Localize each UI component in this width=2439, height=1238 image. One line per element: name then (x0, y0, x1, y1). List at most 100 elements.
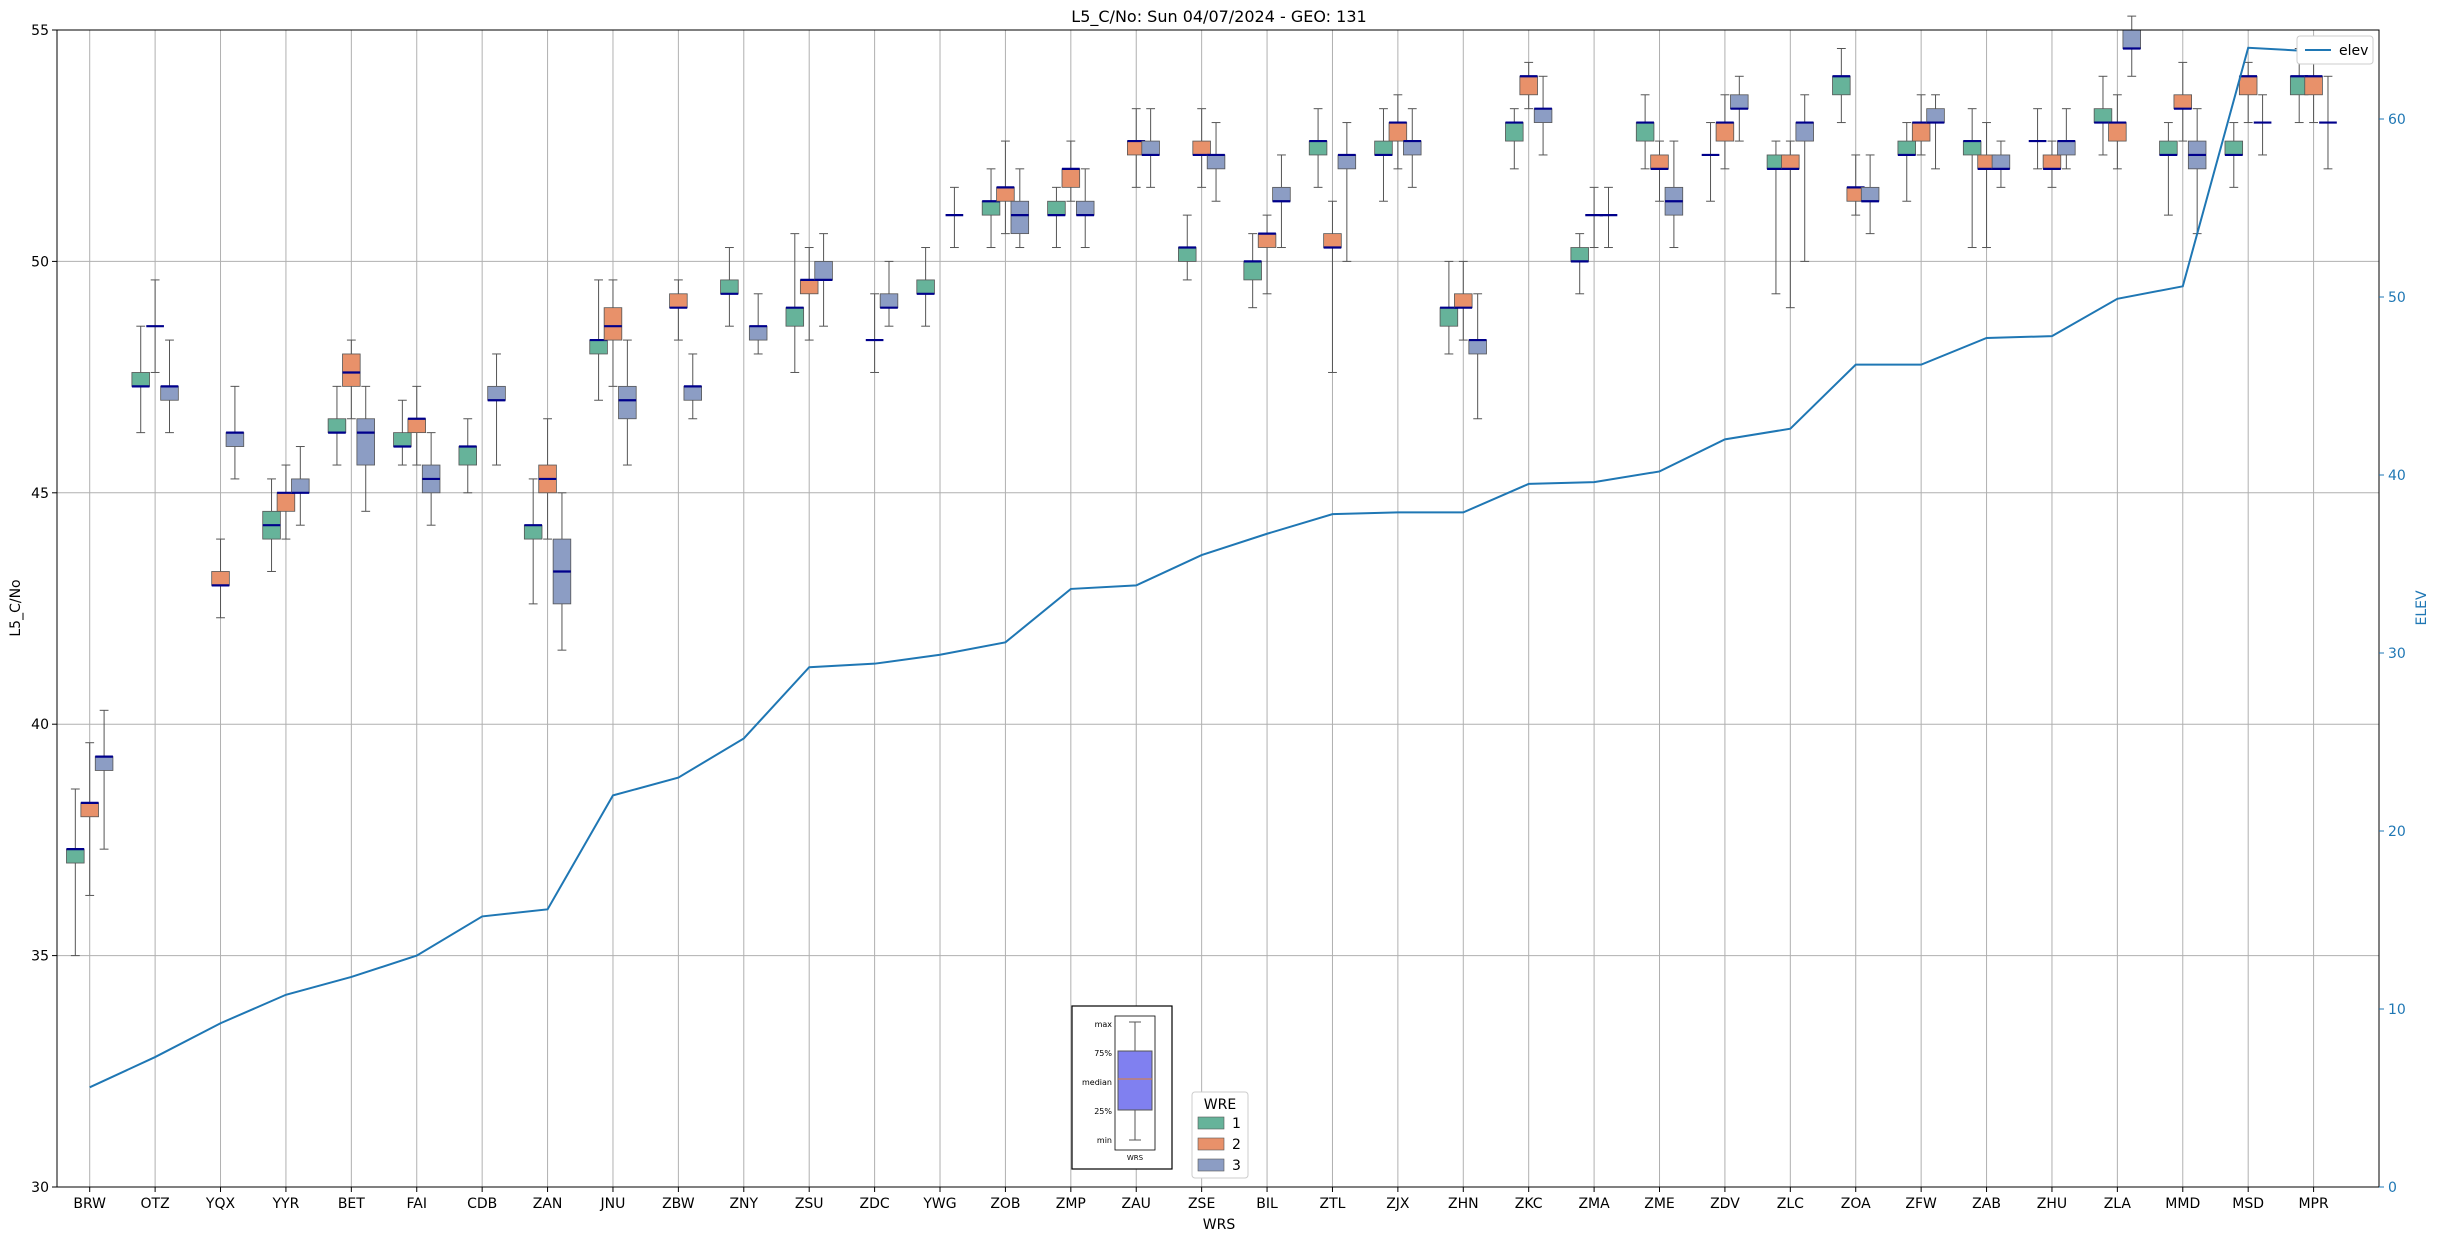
box-key-inset: max 75% median 25% min WRS (1071, 1005, 1173, 1170)
box-3-ZDV (1730, 75, 1749, 142)
x-tick-label: ZNY (729, 1196, 758, 1212)
y2-axis-label: ELEV (2414, 590, 2430, 625)
box-1-ZJX (1374, 108, 1393, 202)
box-iqr (1897, 140, 1916, 156)
box-iqr (996, 186, 1015, 202)
box-3-ZLC (1795, 94, 1814, 262)
box-1-ZAN (523, 478, 543, 605)
box-2-JNU (603, 279, 623, 387)
x-tick-label: ZTL (1319, 1196, 1345, 1212)
box-3-ZHU (2057, 108, 2076, 170)
box-iqr (1635, 122, 1655, 142)
box-1-ZMP (1047, 186, 1066, 249)
x-tick-label: YQX (205, 1196, 236, 1212)
box-3-ZSE (1206, 122, 1226, 202)
box-iqr (720, 279, 739, 295)
legend-title: WRE (1204, 1097, 1236, 1113)
box-2-ZHU (2042, 140, 2062, 188)
box-iqr (2238, 75, 2258, 96)
box-1-BIL (1243, 233, 1262, 309)
legend-swatch-3 (1197, 1158, 1225, 1172)
y2-tick-label: 60 (2388, 112, 2406, 128)
box-iqr (683, 385, 703, 401)
box-iqr (1730, 94, 1749, 110)
box-iqr (1570, 247, 1589, 262)
box-iqr (1650, 154, 1669, 170)
x-tick-label: ZFW (1905, 1196, 1937, 1212)
box-iqr (458, 446, 477, 466)
box-1-ZOB (981, 168, 1001, 249)
box-2-ZAU (1127, 108, 1146, 188)
box-2-FAI (407, 385, 426, 466)
box-iqr (1061, 168, 1081, 188)
box-iqr (342, 353, 361, 387)
box-iqr (1388, 122, 1408, 142)
box-iqr (799, 279, 819, 295)
inset-key-label: max (1095, 1020, 1113, 1029)
box-iqr (131, 372, 150, 387)
y-tick-label: 40 (31, 717, 49, 733)
box-iqr (2108, 122, 2127, 142)
box-3-JNU (618, 339, 637, 466)
x-tick-label: ZHU (2037, 1196, 2067, 1212)
box-3-ZOA (1860, 154, 1880, 235)
x-tick-label: ZMP (1056, 1196, 1086, 1212)
y-tick-label: 50 (31, 254, 49, 270)
box-2-ZBW (669, 279, 688, 341)
x-tick-label: CDB (467, 1196, 497, 1212)
box-iqr (669, 293, 688, 309)
box-iqr (1337, 154, 1357, 170)
box-iqr (2042, 154, 2062, 170)
box-iqr (276, 492, 296, 512)
plot-frame (56, 29, 2380, 1188)
box-iqr (589, 339, 608, 355)
box-3-ZBW (683, 353, 703, 420)
box-iqr (981, 200, 1001, 216)
box-3-BIL (1272, 154, 1291, 249)
box-1-OTZ (131, 325, 150, 434)
inset-key-label: median (1082, 1078, 1112, 1087)
box-iqr (1860, 186, 1880, 202)
box-iqr (2093, 108, 2113, 123)
box-3-ZSU (814, 233, 833, 327)
box-2-ZSU (799, 247, 819, 341)
inset-key-label: 75% (1094, 1049, 1112, 1058)
y-tick-label: 30 (31, 1180, 49, 1196)
box-iqr (2224, 140, 2244, 156)
legend-label-1: 1 (1232, 1116, 1241, 1132)
box-iqr (2173, 94, 2193, 110)
box-3-ZJX (1403, 108, 1422, 188)
box-iqr (1010, 200, 1030, 235)
box-iqr (1468, 339, 1487, 355)
x-tick-label: ZOA (1841, 1196, 1871, 1212)
x-tick-label: MMD (2165, 1196, 2200, 1212)
box-iqr (1454, 293, 1473, 309)
legend-frame (1191, 1091, 1249, 1179)
box-3-ZME (1664, 140, 1684, 249)
box-1-YWG (916, 247, 935, 327)
box-1-MMD (2159, 122, 2178, 216)
box-3-ZLA (2122, 15, 2141, 77)
box-1-MSD (2224, 122, 2244, 188)
box-1-BRW (66, 788, 85, 957)
box-iqr (1047, 200, 1066, 216)
box-iqr (879, 293, 899, 309)
box-1-FAI (393, 399, 412, 466)
box-iqr (1272, 186, 1291, 202)
box-1-ZOA (1832, 48, 1851, 124)
box-iqr (1911, 122, 1931, 142)
x-axis-label: WRS (1203, 1217, 1236, 1233)
box-iqr (1257, 233, 1277, 248)
x-tick-label: ZDV (1710, 1196, 1740, 1212)
box-3-ZNY (748, 293, 768, 355)
grid-lines (57, 29, 2379, 1188)
x-tick-label: ZLC (1777, 1196, 1804, 1212)
box-iqr (1715, 122, 1735, 142)
box-iqr (1323, 233, 1342, 248)
box-1-ZHN (1439, 260, 1459, 355)
box-plots (66, 15, 2337, 957)
box-iqr (785, 307, 805, 327)
box-iqr (407, 418, 426, 434)
box-2-ZLC (1781, 140, 1800, 309)
box-1-ZAB (1962, 108, 1982, 249)
